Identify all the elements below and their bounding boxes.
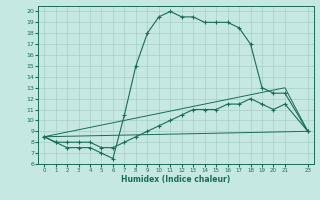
X-axis label: Humidex (Indice chaleur): Humidex (Indice chaleur) <box>121 175 231 184</box>
